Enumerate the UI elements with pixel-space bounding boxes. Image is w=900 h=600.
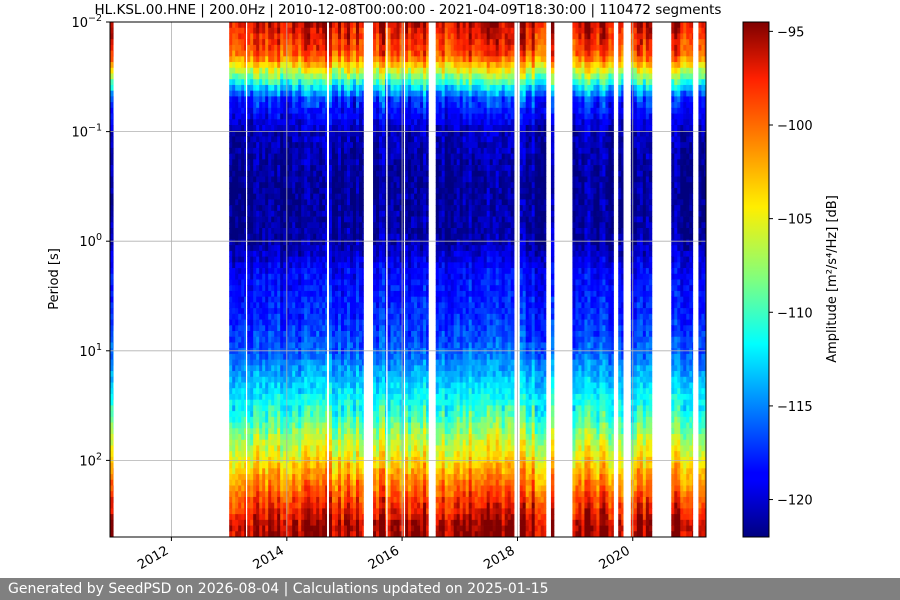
- data-interval-block: [405, 22, 429, 537]
- x-tick-label: 2018: [481, 543, 517, 573]
- colorbar-tick-label: −120: [777, 494, 813, 509]
- data-interval-block: [247, 22, 328, 537]
- data-interval-block: [519, 22, 547, 537]
- colorbar-tick-label: −100: [777, 119, 813, 134]
- y-axis: 10−2 10−1 100 101 102: [71, 13, 110, 469]
- data-interval-block: [698, 22, 706, 537]
- footer-text: Generated by SeedPSD on 2026-08-04 | Cal…: [8, 581, 549, 597]
- footer-bar: Generated by SeedPSD on 2026-08-04 | Cal…: [0, 578, 900, 600]
- data-interval-block: [229, 22, 247, 537]
- x-axis: 2012 2014 2016 2018 2020: [135, 537, 634, 573]
- y-tick-label: 10−1: [71, 123, 102, 141]
- x-tick-label: 2020: [597, 543, 633, 573]
- data-interval-block: [328, 22, 364, 537]
- data-interval-block: [435, 22, 515, 537]
- colorbar: [742, 21, 770, 538]
- colorbar-label: Amplitude [m²/s⁴/Hz] [dB]: [825, 195, 840, 363]
- data-interval-block: [618, 22, 624, 537]
- colorbar-tick-label: −115: [777, 400, 813, 415]
- x-tick-label: 2014: [251, 543, 287, 573]
- y-tick-label: 102: [79, 451, 102, 469]
- colorbar-ticks: −95 −100 −105 −110 −115 −120: [769, 25, 813, 509]
- data-interval-block: [630, 22, 653, 537]
- y-tick-label: 101: [79, 342, 102, 360]
- y-tick-label: 100: [79, 232, 102, 250]
- colorbar-tick-label: −95: [777, 25, 804, 40]
- x-tick-label: 2012: [135, 543, 171, 573]
- colorbar-tick-label: −110: [777, 306, 813, 321]
- y-axis-label: Period [s]: [47, 248, 62, 310]
- data-interval-block: [373, 22, 387, 537]
- data-interval-block: [387, 22, 404, 537]
- spectrogram-heatmap: [110, 22, 706, 537]
- x-tick-label: 2016: [366, 543, 402, 573]
- data-interval-block: [572, 22, 614, 537]
- data-interval-block: [671, 22, 694, 537]
- y-tick-label: 10−2: [71, 13, 102, 31]
- data-interval-block: [550, 22, 555, 537]
- plot-frame: [109, 21, 707, 538]
- chart-title: HL.KSL.00.HNE | 200.0Hz | 2010-12-08T00:…: [95, 2, 722, 18]
- colorbar-tick-label: −105: [777, 213, 813, 228]
- data-interval-block: [110, 22, 114, 537]
